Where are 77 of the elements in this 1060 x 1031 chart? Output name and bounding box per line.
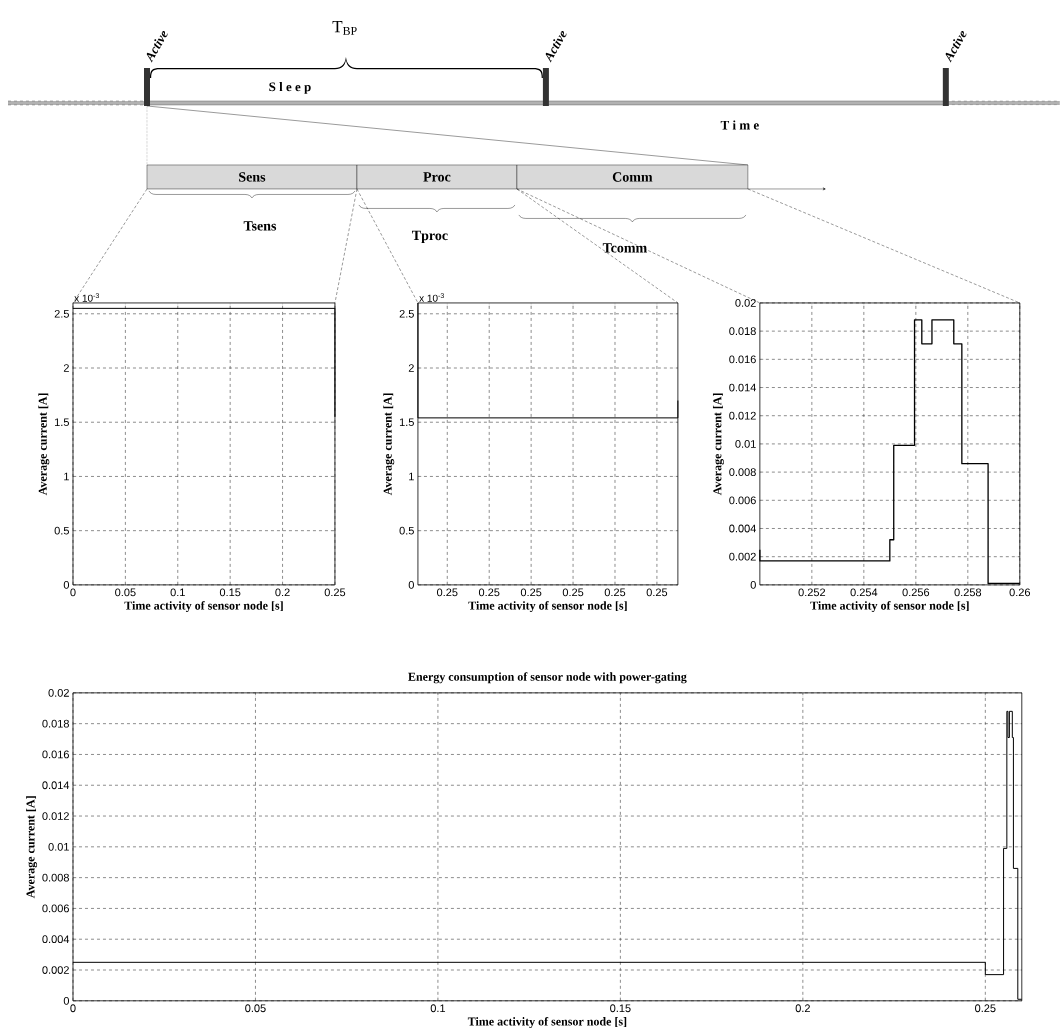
y-tick-label: 2.5 xyxy=(54,309,69,318)
y-tick-label: 0 xyxy=(750,580,756,589)
text: x 10$^{-3}$ xyxy=(419,292,444,302)
y-tick-label: 0.002 xyxy=(42,965,69,974)
x-tick-label: 0.2 xyxy=(275,588,290,597)
x-axis-title: Time activity of sensor node [s] xyxy=(467,1016,627,1028)
x-tick-label: 0.25 xyxy=(478,588,500,597)
y-axis-title: Average current [A] xyxy=(383,393,395,496)
y-tick-label: 0.006 xyxy=(42,904,69,913)
y-tick-label: 0 xyxy=(408,580,414,589)
text: Tcomm xyxy=(602,243,647,253)
text: Proc xyxy=(423,172,451,182)
x-tick-label: 0.252 xyxy=(798,588,826,597)
y-tick-label: 0.018 xyxy=(42,719,69,728)
y-tick-label: 0.01 xyxy=(735,439,756,448)
text: Comm xyxy=(612,172,653,182)
text: Sens xyxy=(239,172,266,182)
x-tick-label: 0.05 xyxy=(115,588,136,597)
y-tick-label: 0.02 xyxy=(48,688,69,697)
y-tick-label: 0.02 xyxy=(735,298,756,307)
y-tick-label: 0.002 xyxy=(729,552,756,561)
y-axis-title: Average current [A] xyxy=(712,393,724,496)
y-tick-label: 0.014 xyxy=(42,781,70,789)
x-tick-label: 0.15 xyxy=(610,1004,631,1012)
y-tick-label: 0 xyxy=(63,996,70,1005)
text: x 10$^{-3}$ xyxy=(74,292,99,302)
x-tick-label: 0.25 xyxy=(520,588,542,597)
y-tick-label: 0.004 xyxy=(729,524,756,533)
x-tick-label: 0.1 xyxy=(170,588,185,597)
y-tick-label: 1 xyxy=(64,472,69,481)
y-tick-label: 0.01 xyxy=(48,842,69,851)
text: Tproc xyxy=(412,230,448,243)
x-tick-label: 0.15 xyxy=(219,588,241,597)
text: T i m e xyxy=(720,120,759,130)
y-tick-label: 0.5 xyxy=(399,526,414,535)
x-tick-label: 0.254 xyxy=(850,588,878,597)
x-tick-label: 0.26 xyxy=(1009,588,1031,597)
x-tick-label: 0.2 xyxy=(795,1004,810,1012)
y-tick-label: 0.5 xyxy=(54,526,69,535)
y-tick-label: 2 xyxy=(408,364,414,372)
y-tick-label: 1 xyxy=(409,472,414,481)
x-tick-label: 0.256 xyxy=(902,588,930,597)
y-tick-label: 0.006 xyxy=(729,496,756,505)
y-tick-label: 0 xyxy=(63,580,70,589)
text: T$_{BP}$ xyxy=(332,20,357,35)
y-tick-label: 2.5 xyxy=(399,309,414,318)
x-tick-label: 0.25 xyxy=(604,588,626,597)
y-tick-label: 0.012 xyxy=(42,811,69,820)
y-tick-label: 0.004 xyxy=(42,935,70,943)
x-tick-label: 0.25 xyxy=(975,1004,996,1012)
x-tick-label: 0.25 xyxy=(562,588,584,597)
x-tick-label: 0 xyxy=(70,1004,76,1012)
y-tick-label: 0.016 xyxy=(729,355,756,364)
y-axis-title: Average current [A] xyxy=(38,393,50,496)
y-tick-label: 1.5 xyxy=(399,418,414,426)
y-tick-label: 0.018 xyxy=(729,327,756,335)
x-tick-label: 0.25 xyxy=(646,588,668,597)
x-tick-label: 0.258 xyxy=(954,588,982,597)
text: Tsens xyxy=(243,221,277,231)
y-tick-label: 0.016 xyxy=(42,750,69,759)
y-axis-title: Average current [A] xyxy=(26,796,38,898)
x-tick-label: 0.1 xyxy=(430,1004,446,1012)
text: S l e e p xyxy=(269,81,311,94)
x-tick-label: 0.25 xyxy=(437,588,458,597)
x-axis-title: Time activity of sensor node [s] xyxy=(810,600,969,612)
x-tick-label: 0.25 xyxy=(324,588,346,597)
x-axis-title: Time activity of sensor node [s] xyxy=(124,600,283,612)
x-axis-title: Time activity of sensor node [s] xyxy=(468,600,627,612)
y-tick-label: 0.012 xyxy=(729,411,756,420)
chart-title: Energy consumption of sensor node with power-gating xyxy=(408,672,687,684)
y-tick-label: 0.014 xyxy=(729,383,756,392)
x-tick-label: 0 xyxy=(70,588,76,597)
y-tick-label: 1.5 xyxy=(55,418,69,426)
y-tick-label: 2 xyxy=(63,364,69,372)
y-tick-label: 0.008 xyxy=(42,873,69,882)
x-tick-label: 0.05 xyxy=(245,1004,266,1012)
y-tick-label: 0.008 xyxy=(729,468,756,476)
